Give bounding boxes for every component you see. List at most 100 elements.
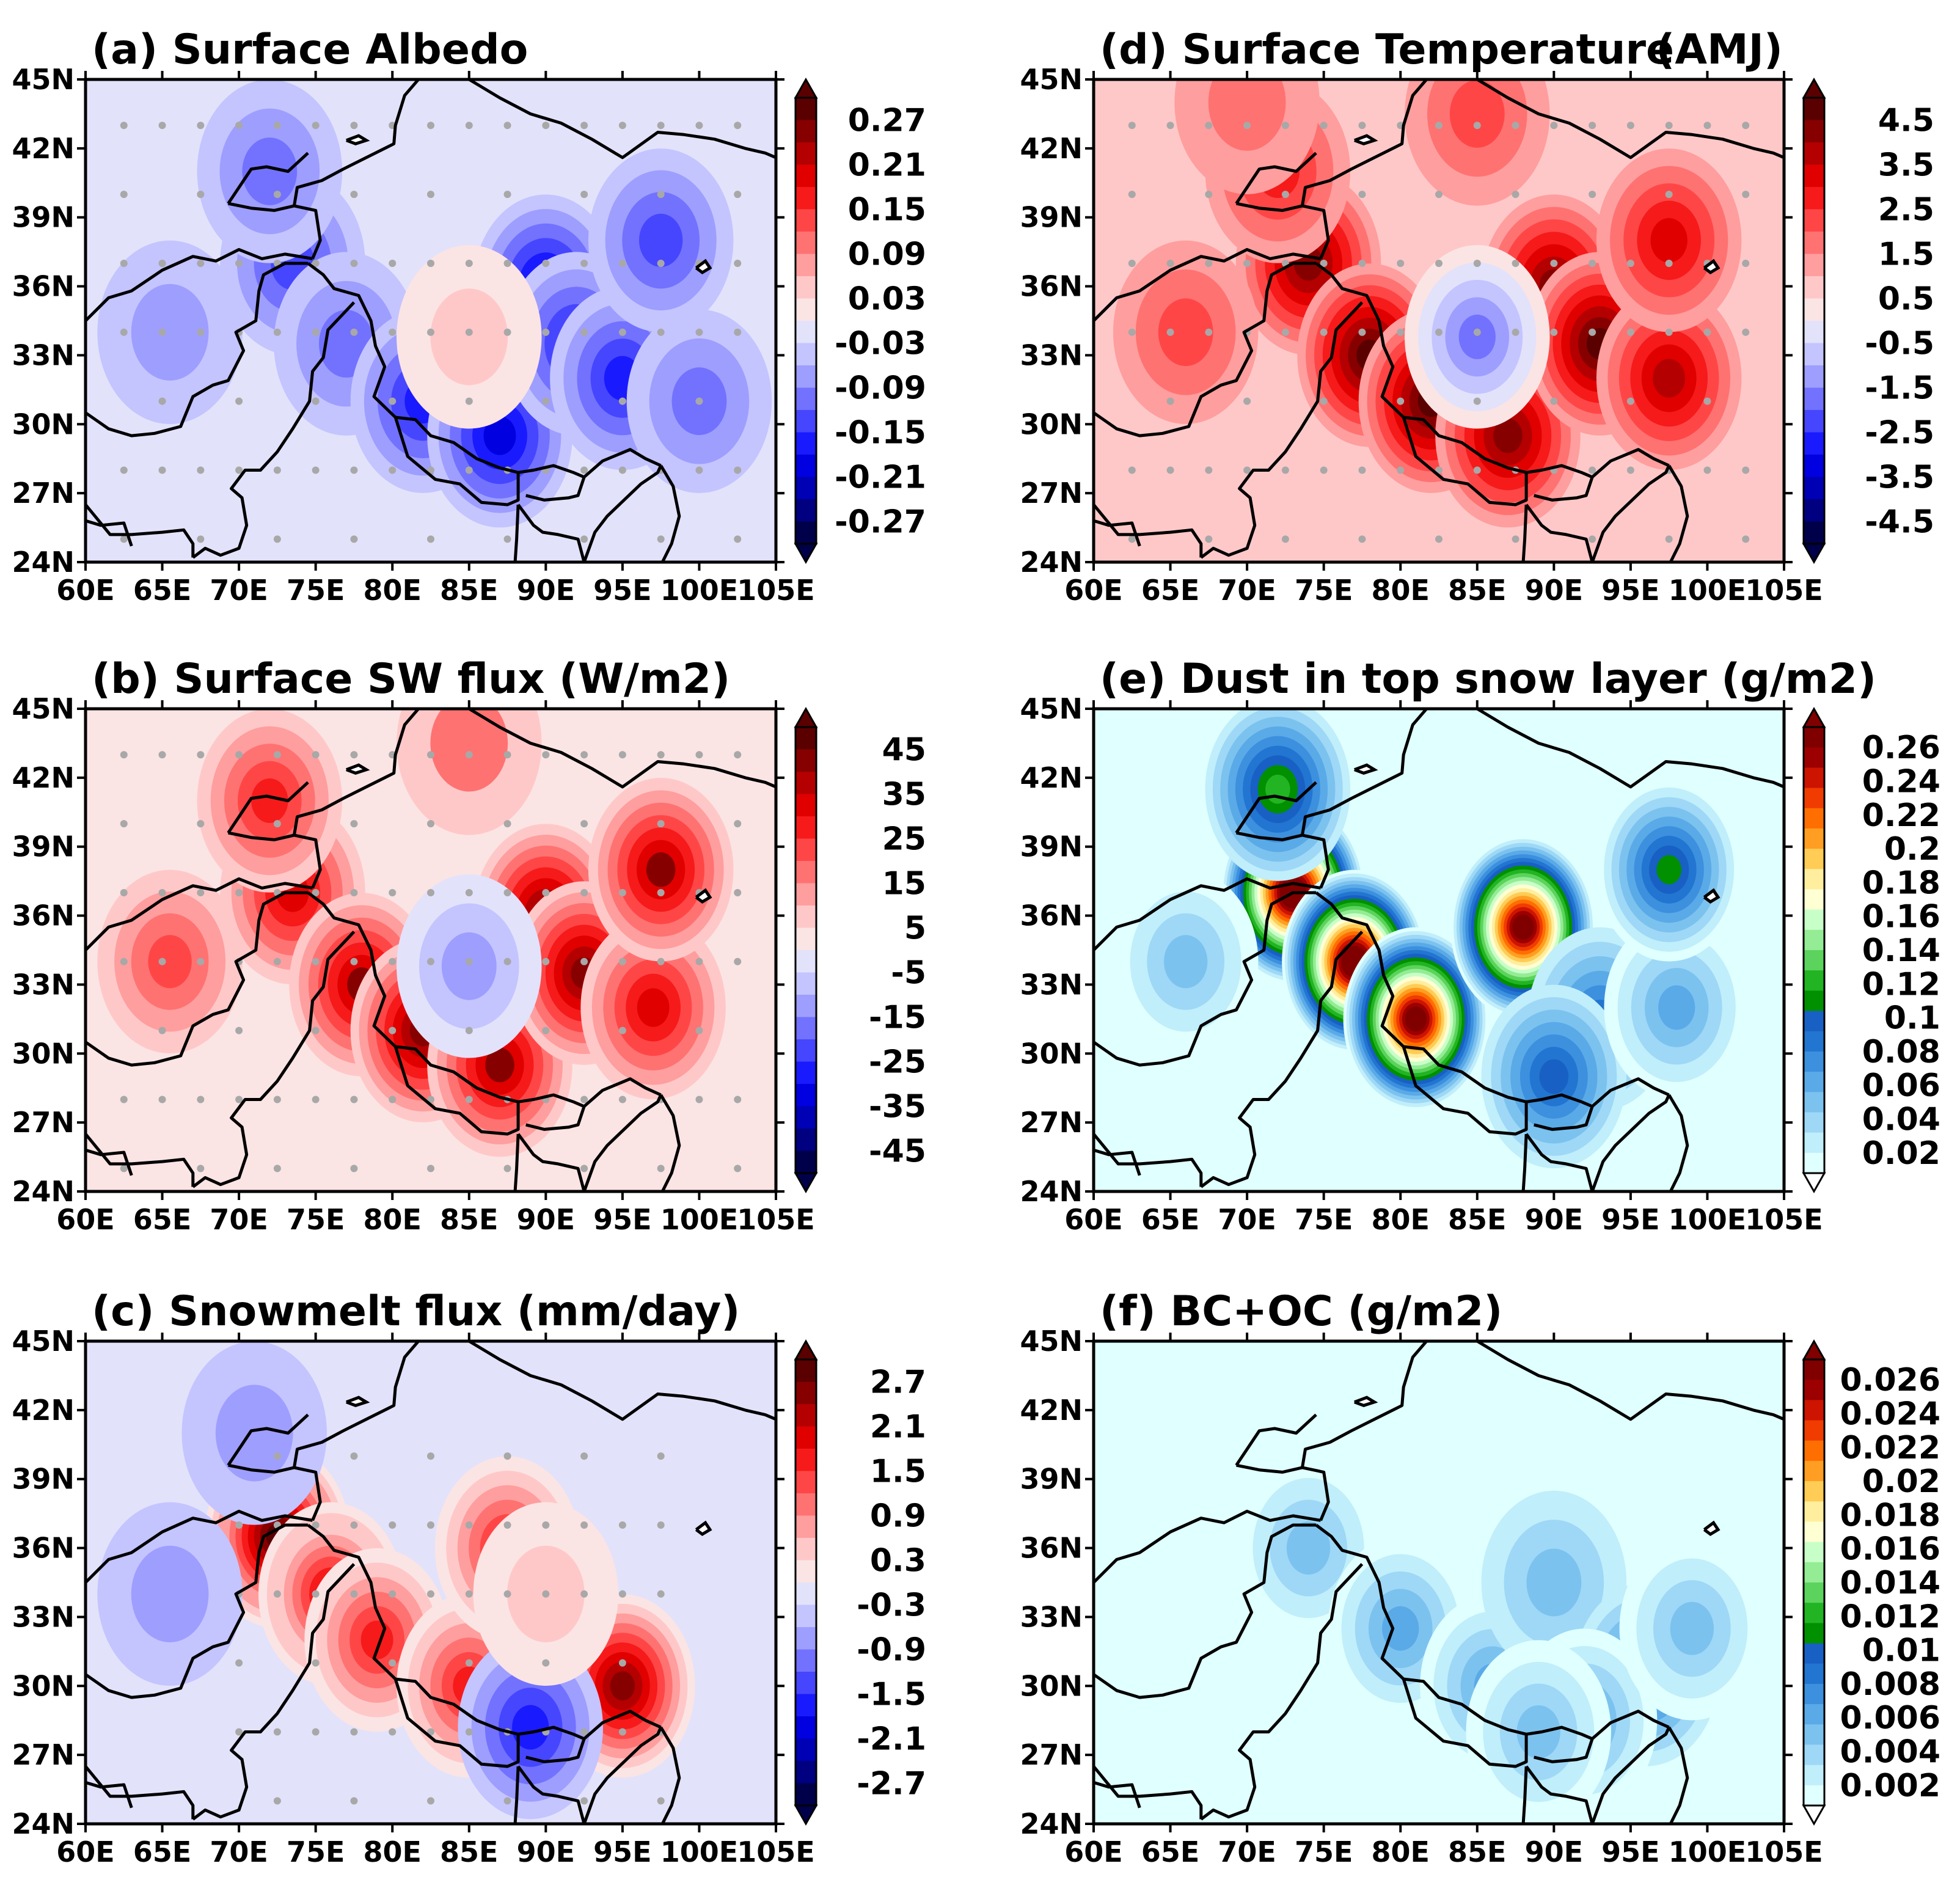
colorbar-label: 0.026 [1840,1362,1940,1399]
stipple-dot [427,1728,434,1736]
y-axis: 45N 42N 39N 36N 33N 30N 27N 24N [12,1325,784,1840]
x-tick-label: 65E [1141,1203,1199,1236]
colorbar-label: 0.018 [1840,1497,1940,1534]
stipple-dot [120,328,128,336]
stipple-dot [1243,122,1251,130]
border-line [393,1046,520,1136]
stipple-dot [427,535,434,543]
x-tick-label: 75E [287,1835,345,1868]
colorbar-swatch [795,232,816,254]
colorbar-label: 25 [882,821,926,858]
y-tick-label: 24N [1020,1175,1083,1208]
x-tick-label: 75E [287,1203,345,1236]
colorbar-swatch [1804,1603,1824,1623]
stipple-dot [1397,328,1405,336]
panel-title: (b) Surface SW flux (W/m2) [92,655,730,703]
anomaly-blob-7 [181,1341,327,1525]
stipple-dot [1512,535,1519,543]
colorbar-swatch [795,1381,816,1405]
stipple-dot [1205,259,1213,267]
colorbar-swatch [795,1471,816,1494]
contour-level [1449,80,1505,148]
stipple-dot [657,191,665,199]
x-tick-label: 100E [660,574,738,607]
stipple-dot [312,1659,320,1667]
anomaly-blob-8 [580,915,726,1100]
contour-level [430,709,508,792]
anomaly-blob-2 [1343,927,1489,1111]
stipple-dot [1205,535,1213,543]
stipple-dot [503,535,511,543]
colorbar-swatch [1804,1092,1824,1113]
border-line [1521,504,1528,562]
stipple-dot [503,751,511,759]
colorbar-swatch [1804,387,1824,411]
stipple-dot [1589,535,1596,543]
colorbar-swatch [1804,365,1824,388]
y-tick-label: 39N [1020,1463,1083,1496]
border-line [1476,79,1784,159]
x-tick-label: 80E [1372,574,1430,607]
colorbar-label: 0.08 [1862,1034,1940,1070]
border-line [1590,1726,1670,1824]
border-line [1402,1046,1528,1136]
colorbar-swatch [1804,1132,1824,1154]
colorbar-label: -0.03 [835,326,926,362]
field-d [1094,79,1784,562]
stipple-dot [197,1165,205,1173]
stipple-dot [389,328,397,336]
colorbar-swatch [1804,1542,1824,1563]
x-tick-label: 60E [1064,1203,1122,1236]
colorbar-label: 2.7 [870,1364,926,1401]
colorbar-min-arrow [794,1804,818,1826]
border-line [192,301,356,559]
y-tick-label: 45N [1020,63,1083,96]
x-tick-label: 95E [593,574,651,607]
stipple-dot [580,1452,588,1460]
stipple-dot [389,1728,397,1736]
stipple-dot [618,957,626,965]
stipple-dot [1665,191,1673,199]
stipple-dot [1358,191,1366,199]
colorbar-swatch [795,861,816,884]
contour-level [1382,1606,1419,1651]
border-line [192,931,356,1188]
stipple-dot [503,888,511,896]
colorbar-label: 0.24 [1862,763,1940,800]
colorbar-swatch [795,1426,816,1449]
stipple-dot [350,466,358,474]
stipple-dot [389,888,397,896]
stipple-dot [312,888,320,896]
stipple-dot [312,1728,320,1736]
colorbar-swatch [1804,929,1824,951]
colorbar-swatch [795,772,816,794]
y-tick-label: 24N [1020,546,1083,579]
contour-level [1408,1010,1424,1028]
lake-outline [1703,258,1720,275]
stipple-dot [158,957,166,965]
y-tick-label: 27N [12,477,75,510]
border-line [86,1523,309,1699]
border-line [86,519,133,547]
x-tick-label: 70E [210,574,268,607]
colorbar-swatch [795,254,816,277]
colorbar-swatch [1804,869,1824,890]
significance-stipple [120,122,742,543]
stipple-dot [312,1590,320,1598]
stipple-dot [503,957,511,965]
border-line [1301,1341,1428,1521]
stipple-dot [389,1659,397,1667]
colorbar-swatch [795,972,816,995]
stipple-dot [695,957,703,965]
colorbar-label: -3.5 [1865,459,1934,496]
colorbar-swatch [1804,142,1824,165]
y-tick-label: 30N [12,408,75,441]
stipple-dot [1742,259,1750,267]
stipple-dot [1550,397,1558,405]
stipple-dot [1320,397,1328,405]
x-tick-label: 60E [56,1835,114,1868]
stipple-dot [580,1521,588,1529]
stipple-dot [1550,122,1558,130]
